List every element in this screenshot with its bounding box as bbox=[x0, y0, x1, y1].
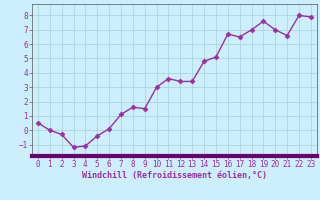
X-axis label: Windchill (Refroidissement éolien,°C): Windchill (Refroidissement éolien,°C) bbox=[82, 171, 267, 180]
